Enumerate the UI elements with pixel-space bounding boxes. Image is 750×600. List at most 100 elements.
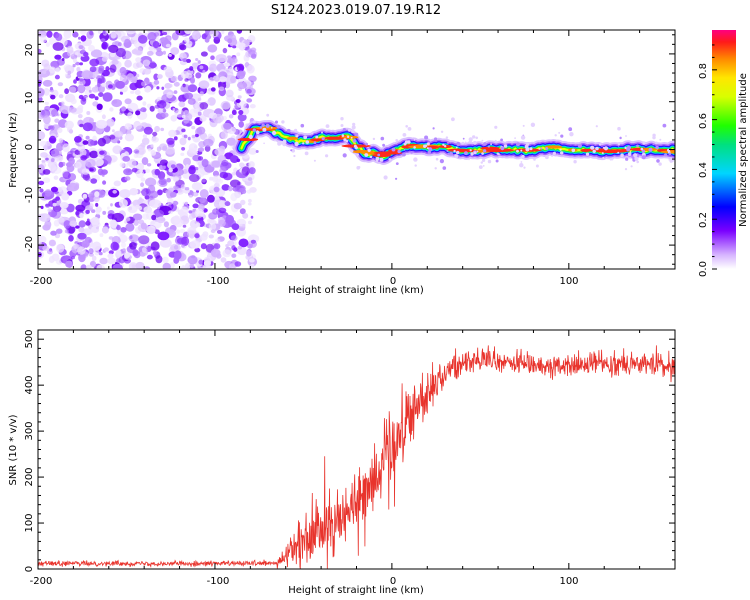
noise-speck	[213, 186, 220, 193]
noise-speck	[99, 233, 104, 238]
noise-speck	[111, 99, 123, 108]
noise-speck	[90, 49, 103, 58]
noise-speck	[42, 79, 53, 87]
ridge-speck	[342, 128, 346, 132]
noise-speck	[187, 136, 191, 141]
noise-speck	[156, 100, 167, 109]
noise-speck	[103, 155, 112, 164]
noise-speck	[210, 87, 216, 92]
ridge-speck	[440, 130, 444, 133]
noise-speck	[102, 30, 106, 34]
noise-speck	[39, 188, 44, 193]
noise-speck	[249, 187, 257, 193]
noise-speck	[173, 215, 181, 224]
noise-speck	[50, 158, 55, 163]
noise-speck	[165, 146, 175, 155]
ridge-speck	[290, 149, 293, 152]
ridge-speck	[294, 141, 299, 147]
ridge-speck	[554, 134, 557, 137]
noise-speck	[55, 33, 63, 41]
top-ytick-label-m10: -10	[24, 187, 35, 203]
noise-speck	[110, 219, 118, 229]
ridge-speck	[442, 143, 445, 146]
noise-speck	[190, 77, 195, 83]
noise-speck	[228, 66, 234, 73]
noise-speck	[235, 99, 241, 103]
noise-speck	[131, 167, 138, 173]
ridge-speck	[480, 161, 483, 164]
noise-speck	[75, 204, 86, 212]
noise-speck	[236, 52, 241, 57]
noise-speck	[80, 97, 87, 105]
noise-speck	[89, 66, 97, 73]
noise-speck	[38, 130, 46, 141]
noise-speck	[208, 77, 215, 83]
noise-speck	[200, 233, 208, 241]
noise-speck	[101, 69, 110, 77]
noise-speck	[98, 67, 104, 74]
ridge-speck	[413, 157, 418, 162]
noise-speck	[239, 171, 246, 177]
noise-speck	[221, 30, 225, 35]
ridge-speck	[497, 153, 500, 156]
noise-speck	[42, 224, 51, 231]
noise-speck	[88, 166, 97, 173]
noise-speck	[110, 203, 113, 207]
noise-speck	[189, 66, 194, 71]
noise-speck	[40, 152, 48, 158]
bot-ytick-label-500: 500	[24, 329, 35, 348]
noise-speck	[167, 197, 174, 205]
noise-speck	[107, 253, 114, 259]
noise-speck	[201, 158, 209, 168]
bot-xtick-label-m100: -100	[207, 576, 230, 587]
noise-speck	[231, 253, 237, 258]
ridge-speck	[426, 147, 429, 150]
noise-speck	[146, 254, 153, 260]
ridge-core	[491, 148, 515, 152]
ridge-speck	[424, 144, 428, 147]
ridge-speck	[445, 136, 449, 139]
noise-speck	[211, 160, 221, 168]
noise-speck	[63, 220, 71, 229]
ridge-speck	[304, 151, 309, 156]
noise-speck	[180, 84, 191, 93]
ridge-speck	[451, 117, 455, 122]
noise-speck	[42, 177, 51, 183]
noise-speck	[179, 137, 187, 146]
noise-speck	[97, 30, 102, 34]
noise-speck	[232, 62, 236, 66]
colorbar-label: Normalized spectral amplitude	[738, 73, 749, 227]
noise-speck	[113, 130, 124, 138]
noise-speck	[162, 108, 167, 113]
noise-speck	[126, 161, 132, 166]
noise-speck	[80, 264, 87, 269]
ridge-speck	[571, 148, 576, 153]
noise-speck	[58, 186, 68, 196]
noise-speck	[194, 247, 201, 253]
ridge-speck	[365, 142, 368, 146]
ridge-speck	[439, 159, 444, 164]
noise-speck	[44, 101, 49, 105]
ridge-speck	[473, 140, 477, 145]
noise-speck	[94, 249, 100, 256]
noise-speck	[141, 247, 147, 253]
bot-ytick-label-200: 200	[24, 467, 35, 486]
noise-speck	[250, 239, 256, 244]
ridge-speck	[397, 149, 401, 154]
ridge-speck	[560, 134, 564, 138]
ridge-speck	[617, 126, 621, 131]
ridge-speck	[393, 141, 395, 144]
noise-speck	[198, 80, 210, 89]
ridge-speck	[469, 139, 473, 143]
noise-speck	[75, 161, 82, 169]
noise-speck	[92, 241, 102, 251]
ridge-speck	[481, 139, 484, 142]
noise-speck	[38, 87, 45, 97]
noise-speck	[246, 250, 252, 257]
noise-speck	[200, 51, 208, 57]
ridge-speck	[462, 137, 465, 140]
noise-speck	[170, 47, 180, 55]
noise-speck	[75, 211, 80, 216]
ridge-speck	[263, 142, 265, 145]
noise-speck	[186, 123, 191, 127]
